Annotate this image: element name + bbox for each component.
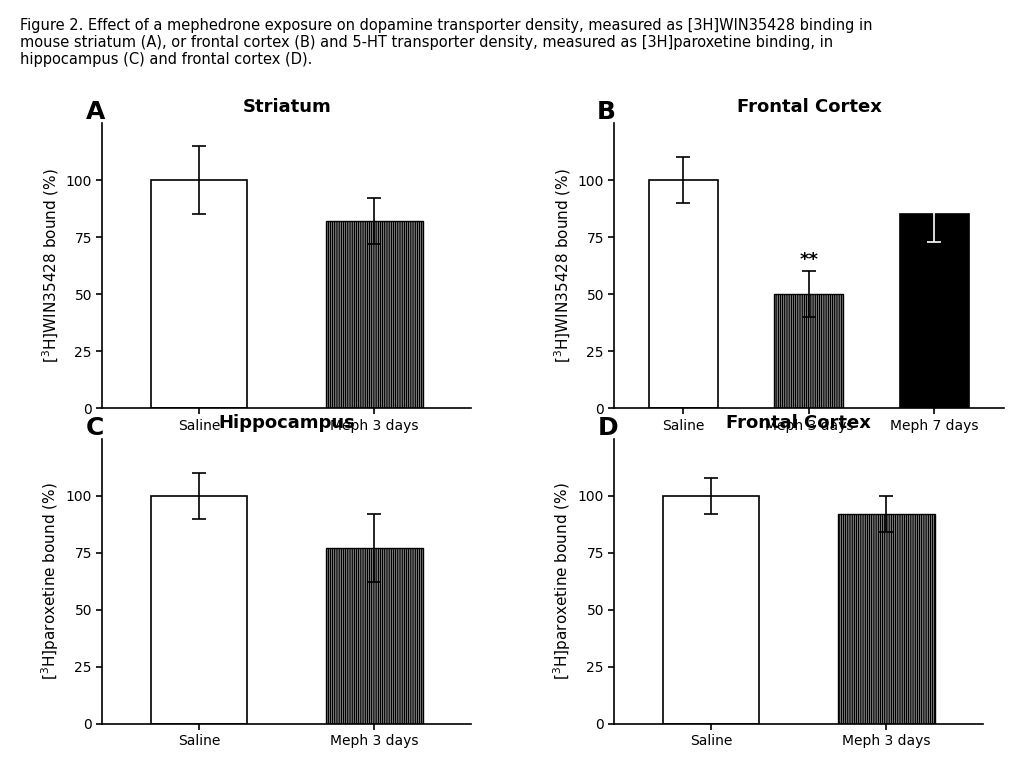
- Bar: [649, 180, 718, 408]
- Title: Striatum: Striatum: [243, 98, 331, 116]
- Bar: [327, 221, 423, 408]
- Bar: [327, 548, 423, 724]
- Title: Frontal Cortex: Frontal Cortex: [736, 98, 882, 116]
- Text: B: B: [597, 100, 615, 125]
- Bar: [774, 294, 844, 408]
- Bar: [151, 180, 247, 408]
- Y-axis label: [$^{3}$H]paroxetine bound (%): [$^{3}$H]paroxetine bound (%): [552, 483, 573, 680]
- Text: **: **: [800, 251, 818, 269]
- Bar: [663, 496, 759, 724]
- Y-axis label: [$^{3}$H]paroxetine bound (%): [$^{3}$H]paroxetine bound (%): [40, 483, 61, 680]
- Text: C: C: [86, 416, 104, 440]
- Y-axis label: [$^{3}$H]WIN35428 bound (%): [$^{3}$H]WIN35428 bound (%): [553, 168, 573, 363]
- Y-axis label: [$^{3}$H]WIN35428 bound (%): [$^{3}$H]WIN35428 bound (%): [41, 168, 61, 363]
- Text: A: A: [86, 100, 105, 125]
- Bar: [151, 496, 247, 724]
- Bar: [839, 514, 935, 724]
- Bar: [900, 214, 969, 408]
- Text: mouse striatum (A), or frontal cortex (B) and 5-HT transporter density, measured: mouse striatum (A), or frontal cortex (B…: [20, 35, 834, 49]
- Text: Figure 2. Effect of a mephedrone exposure on dopamine transporter density, measu: Figure 2. Effect of a mephedrone exposur…: [20, 18, 873, 32]
- Text: hippocampus (C) and frontal cortex (D).: hippocampus (C) and frontal cortex (D).: [20, 52, 313, 66]
- Title: Frontal Cortex: Frontal Cortex: [726, 413, 871, 432]
- Text: D: D: [598, 416, 618, 440]
- Title: Hippocampus: Hippocampus: [218, 413, 355, 432]
